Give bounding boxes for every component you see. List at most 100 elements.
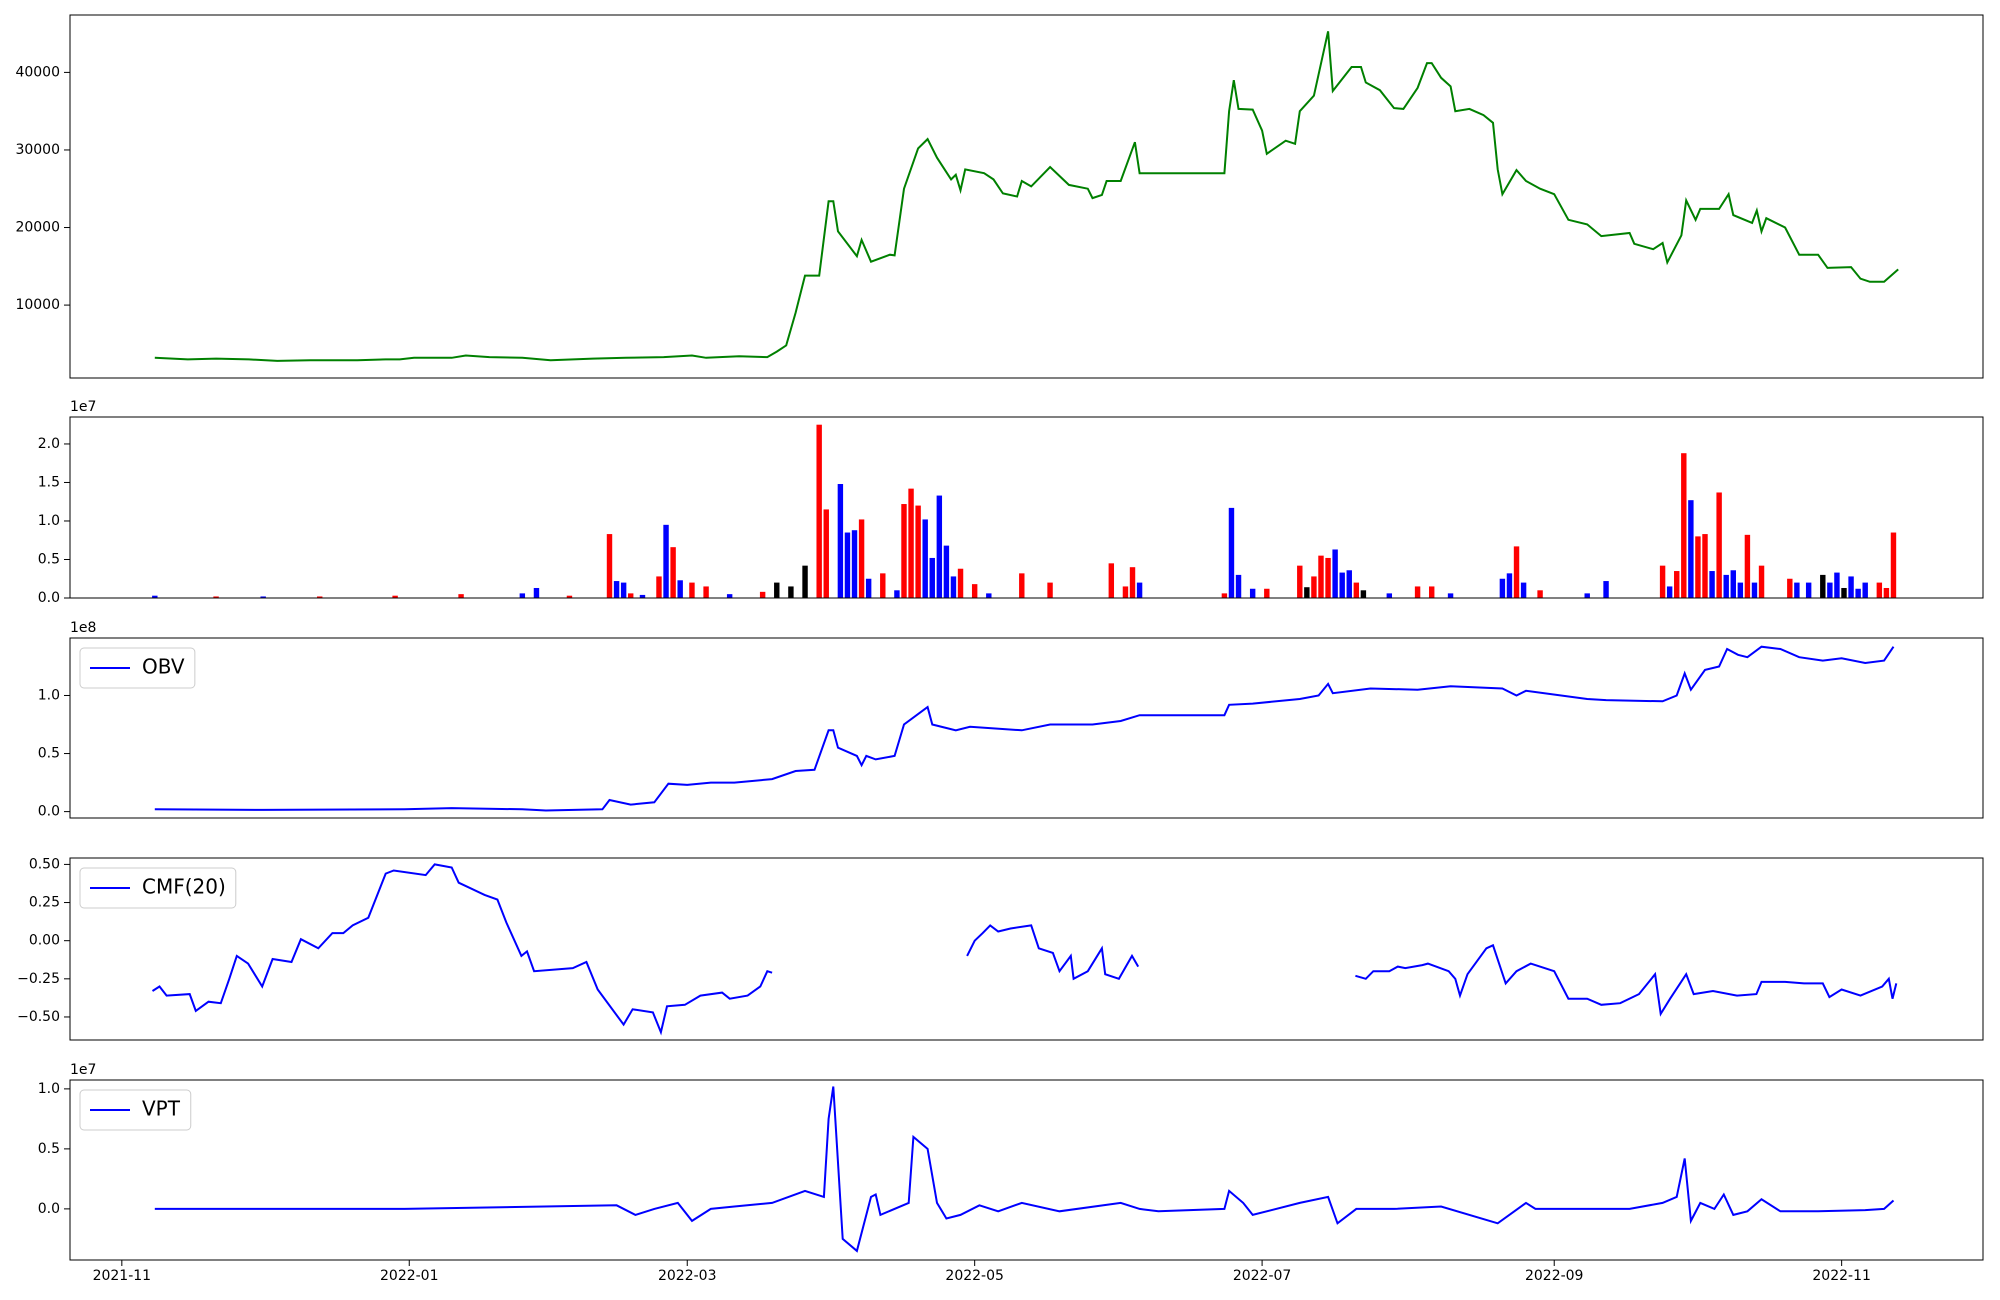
bar — [1318, 555, 1324, 598]
bar — [1353, 582, 1360, 598]
bar — [1666, 586, 1673, 598]
bar — [606, 534, 613, 598]
y-tick-label: −0.50 — [17, 1009, 60, 1025]
y-tick-label: 0.0 — [38, 1201, 60, 1217]
legend-label: CMF(20) — [142, 875, 226, 899]
y-tick-label: 0.00 — [29, 933, 60, 949]
bar — [670, 547, 676, 598]
bar — [1787, 578, 1793, 598]
bar — [1827, 582, 1833, 598]
y-tick-label: 0.5 — [38, 551, 60, 567]
legend-box — [79, 647, 196, 689]
bar — [1360, 590, 1367, 598]
axes-frame — [69, 14, 1984, 379]
bar — [986, 593, 992, 598]
x-tick-label: 2022-03 — [658, 1268, 717, 1284]
bar — [1346, 570, 1352, 598]
bar — [1429, 586, 1435, 598]
bar — [1794, 582, 1800, 598]
x-tick-label: 2021-11 — [93, 1268, 152, 1284]
bar — [1304, 587, 1310, 598]
bar — [663, 524, 669, 598]
bar — [458, 594, 464, 598]
bar — [1841, 587, 1847, 598]
legend-box — [79, 867, 237, 909]
bar — [957, 568, 964, 598]
data-line — [966, 924, 1140, 981]
bar — [1674, 571, 1680, 598]
bar — [1751, 582, 1758, 598]
bar — [1264, 588, 1270, 598]
bar — [788, 586, 794, 598]
bar — [1136, 582, 1143, 598]
bar — [1730, 570, 1736, 598]
bar — [1019, 573, 1025, 598]
bar — [1499, 578, 1506, 598]
bar — [1325, 557, 1331, 598]
bar — [1311, 576, 1317, 598]
bar — [1047, 582, 1053, 598]
data-line — [154, 645, 1895, 812]
y-tick-label: −0.25 — [17, 971, 60, 987]
bar — [1848, 576, 1854, 598]
bar — [613, 581, 620, 598]
x-tick-label: 2022-01 — [380, 1268, 439, 1284]
bar — [851, 530, 858, 598]
bar — [759, 591, 766, 598]
bar — [894, 590, 900, 598]
bar — [936, 495, 943, 598]
y-tick-label: 1.0 — [38, 687, 60, 703]
bar — [1702, 534, 1708, 598]
bar — [1414, 586, 1421, 598]
bar — [1862, 582, 1868, 598]
y-tick-label: 0.50 — [29, 856, 60, 872]
bar — [1744, 534, 1751, 598]
bar — [213, 596, 219, 598]
bar — [816, 424, 822, 598]
bar — [726, 594, 733, 598]
bar — [901, 504, 907, 598]
bar — [519, 593, 526, 598]
bar — [1681, 453, 1687, 598]
bar — [880, 573, 886, 598]
bar — [1723, 574, 1729, 598]
legend-label: OBV — [142, 655, 185, 679]
bar — [971, 584, 978, 598]
axes-frame — [69, 416, 1984, 599]
bar — [823, 509, 829, 598]
y-tick-label: 0.0 — [38, 590, 60, 606]
y-tick-label: 1.0 — [38, 1081, 60, 1097]
bar — [1221, 593, 1228, 598]
bar — [656, 576, 662, 598]
bar — [1122, 586, 1129, 598]
x-tick-label: 2022-11 — [1812, 1268, 1871, 1284]
y-tick-label: 20000 — [15, 220, 60, 236]
legend-label: VPT — [142, 1097, 181, 1121]
bar — [943, 545, 950, 598]
bar — [1520, 582, 1527, 598]
bar — [1709, 571, 1715, 598]
bar — [1537, 590, 1543, 598]
data-line — [1355, 943, 1898, 1017]
bar — [915, 505, 921, 598]
bar — [1834, 572, 1840, 598]
bar — [1447, 593, 1454, 598]
x-tick-label: 2022-05 — [945, 1268, 1004, 1284]
data-line — [154, 31, 1899, 362]
bar — [1659, 565, 1666, 598]
bar — [844, 532, 851, 598]
offset-label: 1e7 — [70, 1062, 96, 1078]
y-tick-label: 0.0 — [38, 804, 60, 820]
bar — [1603, 581, 1609, 598]
legend-box — [79, 1089, 192, 1131]
bar — [689, 582, 695, 598]
y-tick-label: 30000 — [15, 142, 60, 158]
bar — [1235, 574, 1242, 598]
bar — [1716, 492, 1722, 598]
offset-label: 1e8 — [70, 620, 96, 636]
data-line — [151, 863, 773, 1036]
bar — [929, 557, 935, 598]
y-tick-label: 0.5 — [38, 1141, 60, 1157]
bar — [639, 594, 646, 598]
